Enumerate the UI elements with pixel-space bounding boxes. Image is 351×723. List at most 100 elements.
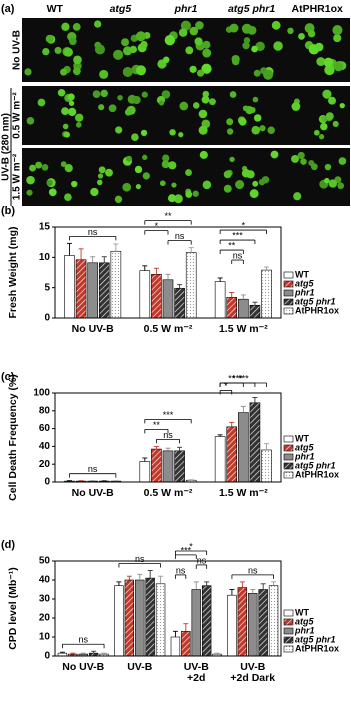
legend-label: atg5 <box>295 442 315 452</box>
bar <box>181 630 191 657</box>
significance-label: ns <box>163 430 173 440</box>
significance-bracket <box>219 390 233 395</box>
plant <box>267 126 275 134</box>
plant <box>243 37 251 44</box>
plant <box>334 62 344 72</box>
significance-bracket <box>231 259 244 265</box>
error-bar <box>158 575 164 584</box>
plant <box>121 38 130 47</box>
legend-label: AtPHR1ox <box>295 469 339 479</box>
x-tick-label: 0.5 W m⁻² <box>144 323 193 335</box>
plant <box>126 155 132 162</box>
error-bar <box>214 652 220 655</box>
error-bar <box>177 446 183 451</box>
x-tick-label: No UV-B <box>72 323 114 335</box>
plant <box>253 114 262 122</box>
plant <box>92 90 101 98</box>
significance-bracket <box>219 382 267 387</box>
significance-bracket <box>195 564 208 569</box>
plant <box>135 65 147 76</box>
y-tick-label: 20 <box>39 459 51 470</box>
plant <box>313 129 320 136</box>
y-tick-label: 0 <box>44 477 50 488</box>
plant <box>297 151 305 160</box>
legend-label: phr1 <box>294 625 315 635</box>
legend-swatch <box>283 307 294 315</box>
plant <box>115 126 123 134</box>
plant <box>270 150 279 159</box>
error-bar <box>165 447 171 451</box>
plant <box>60 68 68 76</box>
y-tick-label: 20 <box>39 613 51 624</box>
plant <box>323 57 334 68</box>
error-bar <box>101 652 107 655</box>
error-bar <box>78 248 84 260</box>
plant <box>178 132 184 138</box>
y-tick-label: 40 <box>39 441 51 452</box>
error-bar <box>239 581 245 588</box>
significance-bracket <box>175 550 208 555</box>
plant <box>259 125 266 132</box>
plant <box>54 46 62 55</box>
plot-frame <box>54 226 282 319</box>
error-bar <box>165 273 171 280</box>
plant <box>208 98 216 106</box>
legend-swatch <box>283 453 294 461</box>
significance-bracket <box>175 554 197 559</box>
plant <box>202 90 210 98</box>
column-label: WT <box>47 3 64 15</box>
plant <box>97 173 104 179</box>
bar <box>155 583 166 657</box>
bar <box>185 252 197 319</box>
y-tick-label: 0 <box>44 313 50 324</box>
significance-label: ns <box>78 635 88 645</box>
plant <box>241 23 253 34</box>
x-tick-label: UV-B <box>127 661 153 673</box>
error-bar <box>101 256 107 263</box>
plant <box>185 191 193 198</box>
error-bar <box>142 265 148 271</box>
significance-bracket <box>231 574 274 579</box>
plant <box>61 22 70 31</box>
plant <box>338 157 347 165</box>
plant <box>223 184 232 193</box>
y-tick-label: 10 <box>39 632 51 643</box>
plant <box>196 69 205 77</box>
significance-bracket <box>144 220 192 225</box>
legend-label: atg5 phr1 <box>295 460 336 470</box>
column-label: atg5 phr1 <box>228 3 275 15</box>
plant <box>242 41 250 50</box>
plant <box>108 104 117 113</box>
plant <box>328 179 338 188</box>
plant <box>325 112 334 121</box>
error-bar <box>177 284 183 289</box>
plant <box>161 90 171 99</box>
bar <box>139 270 151 319</box>
row-label: 1.5 W m⁻² <box>12 153 23 200</box>
error-bar <box>193 581 199 590</box>
legend-swatch <box>283 435 294 443</box>
plant <box>314 42 324 52</box>
significance-bracket <box>118 563 161 568</box>
plant <box>26 175 35 185</box>
legend-swatch <box>283 645 294 653</box>
legend-swatch <box>283 609 294 617</box>
plant <box>324 163 332 171</box>
legend-label: AtPHR1ox <box>295 643 339 653</box>
error-bar <box>252 397 258 403</box>
plant <box>201 95 210 104</box>
bar <box>110 250 122 319</box>
error-bar <box>217 434 223 437</box>
significance-bracket <box>69 473 117 478</box>
legend-label: atg5 phr1 <box>295 634 336 644</box>
plant <box>291 155 300 163</box>
plant <box>242 105 249 112</box>
y-tick-label: 60 <box>39 423 51 434</box>
bar <box>151 448 162 483</box>
significance-bracket <box>219 229 267 235</box>
plant <box>26 117 35 125</box>
error-bar <box>188 247 194 253</box>
significance-label: ns <box>88 464 98 474</box>
significance-bracket <box>167 240 192 245</box>
plant <box>158 100 165 106</box>
